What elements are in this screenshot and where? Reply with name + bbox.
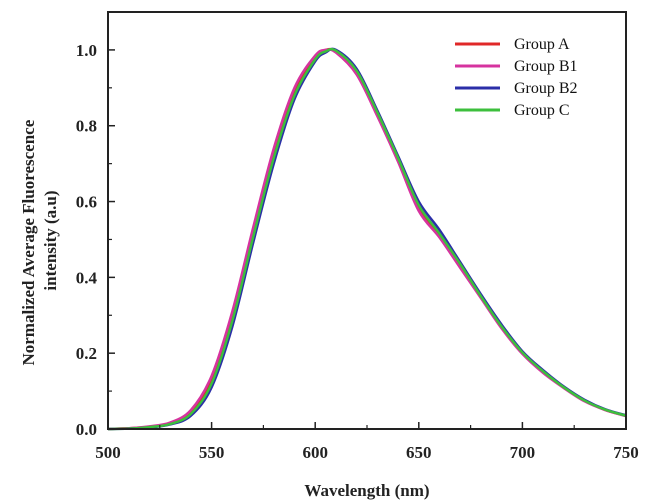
x-tick-label: 650 [406,443,432,462]
x-tick-label: 700 [510,443,536,462]
y-tick-label: 0.4 [76,268,98,287]
ticks-layer: 500 550 600 650 700 750 0.0 0.2 0.4 0.6 0.8 1.0 [76,11,639,462]
x-tick-label: 600 [302,443,328,462]
x-axis-title: Wavelength (nm) [304,481,429,500]
y-axis-title: Normalized Average Fluorescence intensit… [19,115,60,365]
legend-label-group-b1: Group B1 [514,58,578,75]
y-tick-label: 0.6 [76,193,97,212]
x-tick-label: 500 [95,443,121,462]
x-tick-label: 750 [613,443,639,462]
legend-label-group-a: Group A [514,36,570,53]
y-tick-label: 0.8 [76,117,97,136]
y-tick-label: 1.0 [76,41,97,60]
legend-label-group-b2: Group B2 [514,80,578,97]
y-axis-title-line-2: intensity (a.u) [41,190,60,290]
series-line-group-c [107,47,627,431]
y-tick-label: 0.2 [76,344,97,363]
y-axis-title-line-1: Normalized Average Fluorescence [19,119,38,365]
legend: Group A Group B1 Group B2 Group C [455,36,578,119]
legend-label-group-c: Group C [514,102,570,119]
y-tick-label: 0.0 [76,420,97,439]
series-layer [107,47,627,431]
x-tick-label: 550 [199,443,225,462]
